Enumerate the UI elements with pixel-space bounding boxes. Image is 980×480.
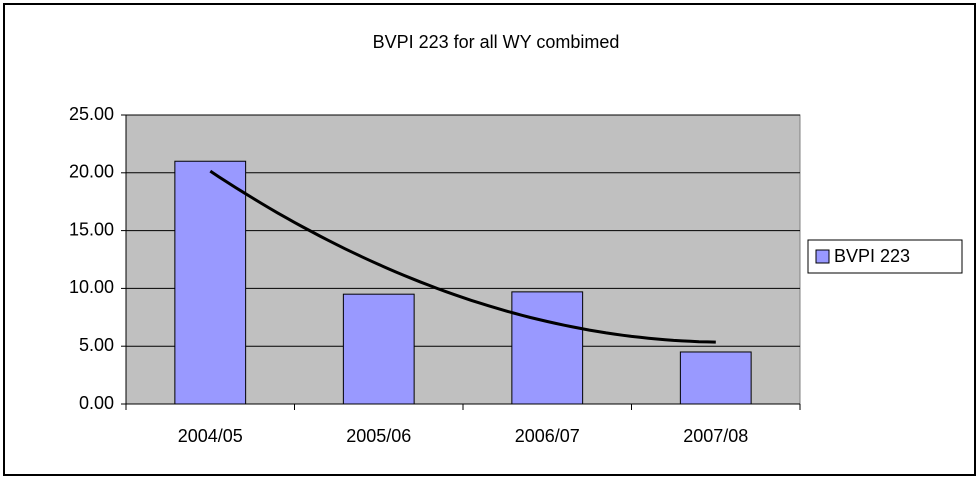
chart-title: BVPI 223 for all WY combimed: [373, 32, 620, 52]
bar: [342, 293, 415, 405]
legend-swatch: [815, 249, 830, 264]
y-tick-label: 20.00: [69, 162, 114, 182]
y-tick-label: 0.00: [79, 393, 114, 413]
bar: [511, 291, 584, 405]
y-tick-label: 15.00: [69, 219, 114, 239]
y-tick-label: 5.00: [79, 335, 114, 355]
x-tick-label: 2006/07: [515, 426, 580, 446]
y-tick-label: 25.00: [69, 104, 114, 124]
trendline: [209, 169, 716, 344]
bar: [679, 351, 752, 405]
legend-box: [807, 239, 963, 274]
x-tick-label: 2004/05: [178, 426, 243, 446]
y-tick-label: 10.00: [69, 277, 114, 297]
legend-label: BVPI 223: [834, 246, 910, 266]
bar: [174, 160, 247, 405]
x-tick-label: 2007/08: [683, 426, 748, 446]
x-tick-label: 2005/06: [346, 426, 411, 446]
